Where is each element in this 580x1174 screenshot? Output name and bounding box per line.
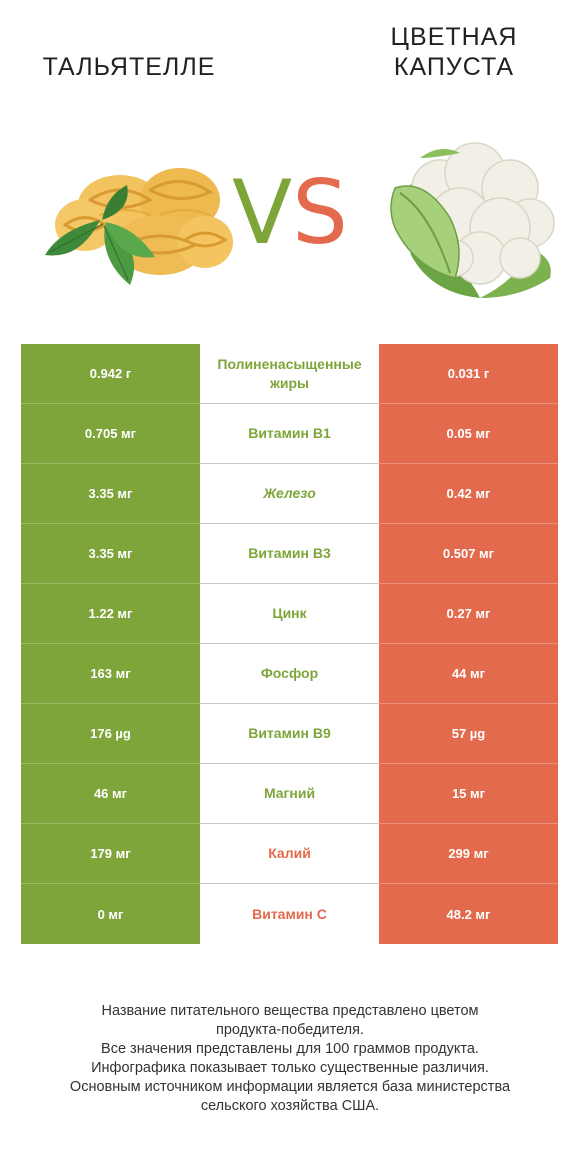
table-row: 0.942 г Полиненасыщенные жиры 0.031 г [21, 344, 558, 404]
table-row: 163 мг Фосфор 44 мг [21, 644, 558, 704]
footer-notes: Название питательного вещества представл… [20, 1002, 560, 1116]
right-value: 0.507 мг [379, 524, 558, 584]
footer-line: продукта-победителя. [215, 1022, 365, 1038]
footer-line: сельского хозяйства США. [200, 1098, 380, 1114]
left-value: 0.705 мг [21, 404, 200, 464]
right-value: 0.42 мг [379, 464, 558, 524]
left-value: 3.35 мг [21, 524, 200, 584]
right-value: 0.27 мг [379, 584, 558, 644]
nutrient-name: Железо [200, 464, 379, 524]
nutrient-name: Фосфор [200, 644, 379, 704]
right-value: 15 мг [379, 764, 558, 824]
vs-s: S [292, 161, 349, 264]
right-title-line2: КАПУСТА [393, 53, 515, 81]
vs-v: V [231, 161, 293, 264]
left-value: 1.22 мг [21, 584, 200, 644]
left-value: 3.35 мг [21, 464, 200, 524]
footer-line: Все значения представлены для 100 граммо… [101, 1041, 479, 1057]
nutrient-name: Полиненасыщенные жиры [200, 344, 379, 404]
right-product-title: ЦВЕТНАЯ КАПУСТА [344, 22, 564, 82]
nutrient-name: Витамин C [200, 884, 379, 944]
right-title-line1: ЦВЕТНАЯ [390, 23, 518, 51]
cauliflower-image [390, 142, 555, 298]
table-row: 1.22 мг Цинк 0.27 мг [21, 584, 558, 644]
left-value: 0 мг [21, 884, 200, 944]
table-row: 179 мг Калий 299 мг [21, 824, 558, 884]
nutrient-name: Калий [200, 824, 379, 884]
table-row: 46 мг Магний 15 мг [21, 764, 558, 824]
tagliatelle-image [45, 168, 233, 285]
left-value: 46 мг [21, 764, 200, 824]
left-value: 176 µg [21, 704, 200, 764]
nutrient-name: Витамин B1 [200, 404, 379, 464]
vs-label: VS [222, 158, 358, 268]
table-row: 0.705 мг Витамин B1 0.05 мг [21, 404, 558, 464]
footer-line: Инфографика показывает только существенн… [91, 1060, 489, 1076]
right-value: 48.2 мг [379, 884, 558, 944]
footer-line: Название питательного вещества представл… [101, 1003, 479, 1019]
left-value: 0.942 г [21, 344, 200, 404]
comparison-table: 0.942 г Полиненасыщенные жиры 0.031 г 0.… [21, 344, 558, 944]
left-value: 163 мг [21, 644, 200, 704]
right-value: 0.05 мг [379, 404, 558, 464]
left-value: 179 мг [21, 824, 200, 884]
table-row: 3.35 мг Витамин B3 0.507 мг [21, 524, 558, 584]
right-value: 57 µg [379, 704, 558, 764]
footer-line: Основным источником информации является … [69, 1079, 511, 1095]
nutrient-name: Магний [200, 764, 379, 824]
table-row: 0 мг Витамин C 48.2 мг [21, 884, 558, 944]
table-row: 3.35 мг Железо 0.42 мг [21, 464, 558, 524]
right-value: 44 мг [379, 644, 558, 704]
left-product-title: ТАЛЬЯТЕЛЛЕ [42, 53, 216, 81]
nutrient-name: Витамин B9 [200, 704, 379, 764]
right-value: 299 мг [379, 824, 558, 884]
right-value: 0.031 г [379, 344, 558, 404]
nutrient-name: Цинк [200, 584, 379, 644]
nutrient-name: Витамин B3 [200, 524, 379, 584]
table-row: 176 µg Витамин B9 57 µg [21, 704, 558, 764]
